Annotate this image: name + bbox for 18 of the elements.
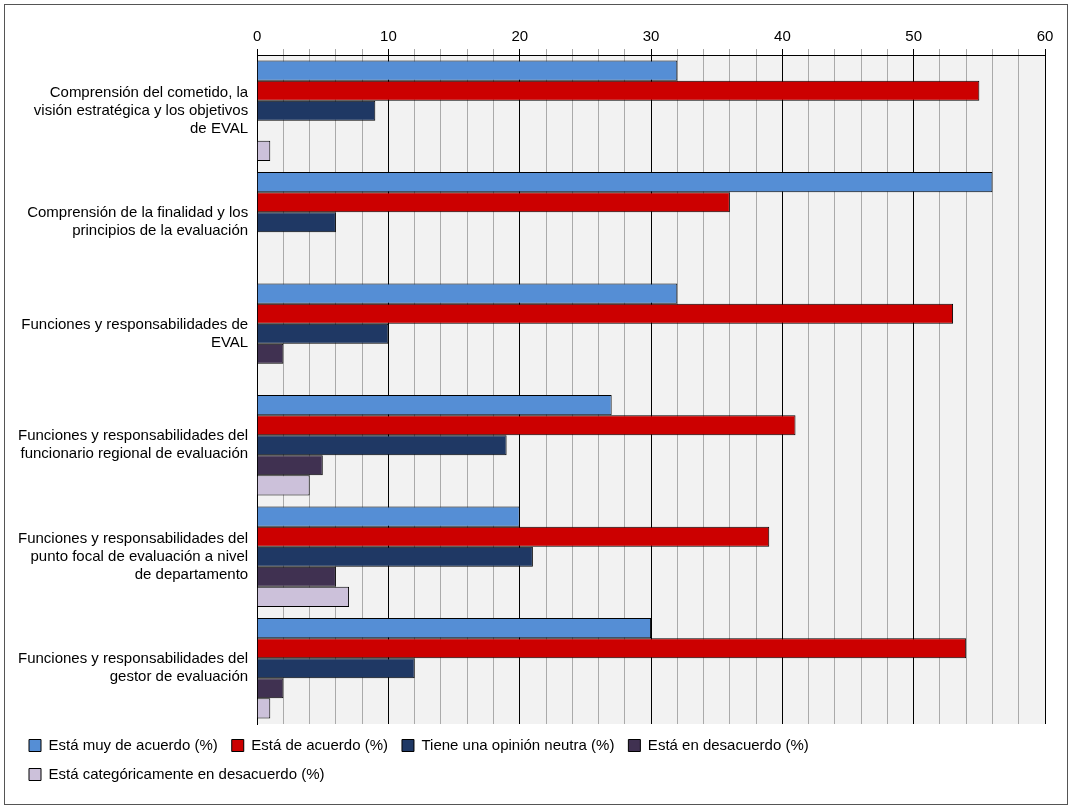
legend-label: Tiene una opinión neutra (%) [421,735,615,753]
x-tick-label: 30 [642,27,660,45]
y-tick-label: Funciones y responsabilidades de EVAL [21,314,249,350]
x-tick-label: 0 [252,27,262,45]
y-tick-label: Comprensión del cometido, la visión estratégica y los objetivos de EVAL [33,82,249,136]
legend-label: Está de acuerdo (%) [251,735,388,753]
x-tick-label: 20 [511,27,529,45]
x-tick-label: 50 [905,27,923,45]
legend-label: Está en desacuerdo (%) [647,735,809,753]
x-tick-label: 60 [1036,27,1054,45]
y-tick-label: Funciones y responsabilidades del punto focal de evaluación a nivel de departamento [17,528,249,582]
y-tick-label: Funciones y responsabilidades del funcionario regional de evaluación [17,426,249,462]
legend-label: Está categóricamente en desacuerdo (%) [48,764,325,782]
y-tick-label: Funciones y responsabilidades del gestor de evaluación [17,649,249,685]
y-tick-label: Comprensión de la finalidad y los principios de la evaluación [27,203,249,239]
x-tick-label: 10 [380,27,397,45]
x-tick-label: 40 [774,27,791,45]
legend-label: Está muy de acuerdo (%) [48,735,218,753]
